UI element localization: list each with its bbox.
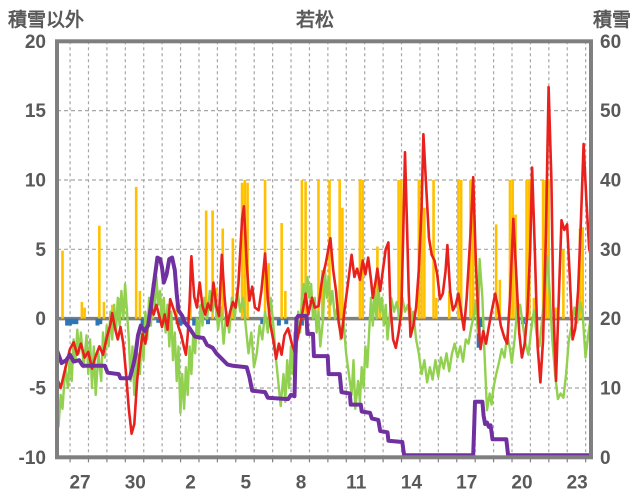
x-axis-tick-label: 27 — [69, 472, 90, 493]
x-axis-tick-label: 17 — [456, 472, 477, 493]
series-group — [57, 85, 591, 458]
x-axis-tick-label: 23 — [567, 472, 588, 493]
left-axis-tick-label: 0 — [35, 309, 46, 330]
series-green-line — [57, 255, 591, 428]
left-axis-title: 積雪以外 — [8, 10, 85, 31]
left-axis-tick-label: 5 — [35, 240, 46, 261]
right-axis-title: 積雪 — [592, 10, 631, 31]
right-axis-tick-label: 10 — [600, 378, 621, 399]
left-axis-tick-label: -10 — [19, 448, 46, 469]
x-axis-tick-label: 30 — [125, 472, 146, 493]
left-axis-tick-label: 20 — [25, 32, 46, 53]
right-axis-tick-label: 40 — [600, 170, 621, 191]
right-axis-tick-label: 60 — [600, 32, 621, 53]
right-axis-tick-label: 50 — [600, 101, 621, 122]
right-axis-tick-label: 20 — [600, 309, 621, 330]
x-axis-tick-label: 5 — [240, 472, 251, 493]
left-axis-tick-label: -5 — [29, 378, 46, 399]
x-axis-tick-label: 14 — [401, 472, 423, 493]
left-axis-tick-label: 15 — [25, 101, 47, 122]
x-axis-tick-label: 20 — [511, 472, 532, 493]
x-axis-tick-label: 8 — [296, 472, 307, 493]
chart-title: 若松 — [296, 10, 335, 31]
x-axis-tick-label: 11 — [346, 472, 367, 493]
series-purple-snow-depth-line — [57, 255, 591, 458]
right-axis-tick-label: 30 — [600, 240, 621, 261]
x-axis-tick-label: 2 — [185, 472, 196, 493]
left-axis-tick-label: 10 — [25, 170, 46, 191]
plot-border — [55, 39, 593, 460]
series-red-line — [57, 85, 591, 435]
right-axis-tick-label: 0 — [600, 448, 611, 469]
